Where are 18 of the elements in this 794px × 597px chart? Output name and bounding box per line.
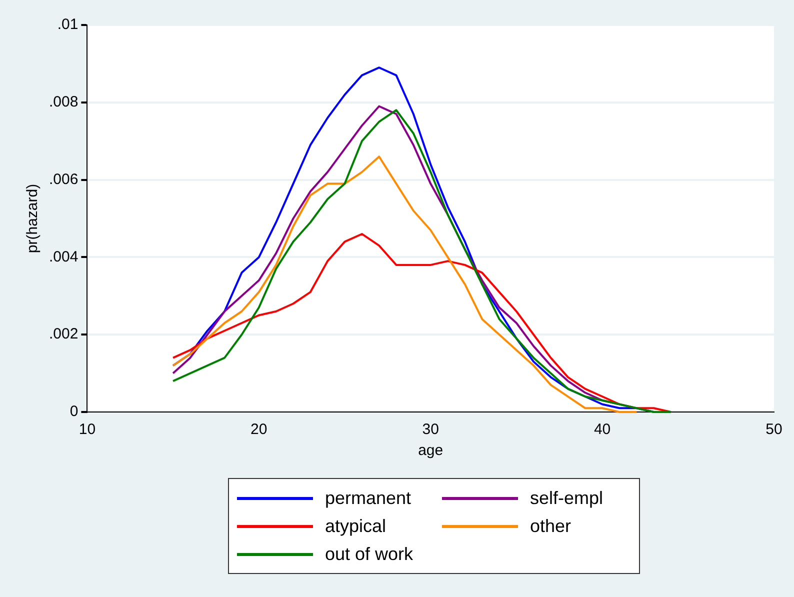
x-tick-label: 30 — [422, 421, 439, 438]
y-tick-label: 0 — [70, 403, 78, 420]
y-tick-label: .006 — [48, 170, 78, 188]
legend-label: self-empl — [530, 488, 604, 508]
y-tick-label: .002 — [48, 326, 78, 343]
x-tick-label: 40 — [594, 421, 611, 438]
y-tick-label: .004 — [48, 248, 78, 266]
y-axis-title: pr(hazard) — [24, 184, 42, 254]
x-axis-title: age — [418, 442, 444, 460]
legend-label: other — [530, 516, 572, 536]
y-tick-label: .01 — [57, 16, 78, 34]
x-tick-label: 10 — [78, 421, 96, 438]
y-tick-label: .008 — [48, 94, 78, 111]
legend-label: atypical — [325, 516, 386, 536]
legend-label: permanent — [325, 488, 412, 508]
x-tick-label: 20 — [250, 421, 268, 438]
x-tick-label: 50 — [766, 421, 782, 438]
legend-label: out of work — [325, 544, 414, 564]
